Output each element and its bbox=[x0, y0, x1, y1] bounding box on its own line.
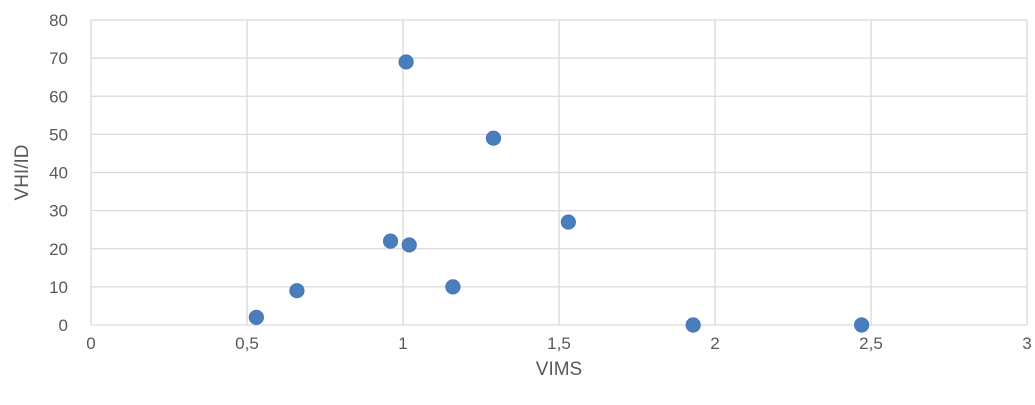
x-tick-label: 3 bbox=[1022, 334, 1031, 353]
data-point bbox=[485, 130, 502, 146]
y-tick-label: 40 bbox=[49, 164, 68, 183]
data-point bbox=[401, 237, 417, 253]
data-point bbox=[398, 54, 414, 70]
y-tick-label: 70 bbox=[49, 49, 68, 68]
x-tick-label: 0 bbox=[86, 334, 95, 353]
y-tick-label: 30 bbox=[49, 202, 68, 221]
data-point bbox=[289, 283, 305, 299]
data-point bbox=[685, 317, 701, 333]
data-point bbox=[854, 317, 870, 333]
x-axis-title: VIMS bbox=[536, 359, 582, 380]
y-tick-label: 10 bbox=[49, 278, 68, 297]
x-axis-tick-labels: 0 0,5 1 1,5 2 2,5 3 bbox=[86, 334, 1031, 353]
y-tick-label: 80 bbox=[49, 11, 68, 30]
data-point bbox=[560, 214, 576, 230]
y-tick-label: 50 bbox=[49, 125, 68, 144]
y-tick-label: 20 bbox=[49, 240, 68, 259]
x-tick-label: 1,5 bbox=[547, 334, 571, 353]
y-tick-label: 0 bbox=[59, 316, 68, 335]
horizontal-gridlines bbox=[91, 19, 1027, 326]
data-point bbox=[382, 233, 399, 249]
data-points bbox=[248, 54, 870, 333]
x-tick-label: 1 bbox=[398, 334, 407, 353]
x-tick-label: 2,5 bbox=[859, 334, 883, 353]
x-tick-label: 2 bbox=[710, 334, 719, 353]
data-point bbox=[445, 279, 461, 295]
y-axis-tick-labels: 0 10 20 30 40 50 60 70 80 bbox=[49, 11, 68, 335]
data-point bbox=[248, 309, 264, 325]
y-tick-label: 60 bbox=[49, 87, 68, 106]
y-axis-title: VHI/ID bbox=[12, 145, 33, 201]
x-tick-label: 0,5 bbox=[235, 334, 259, 353]
